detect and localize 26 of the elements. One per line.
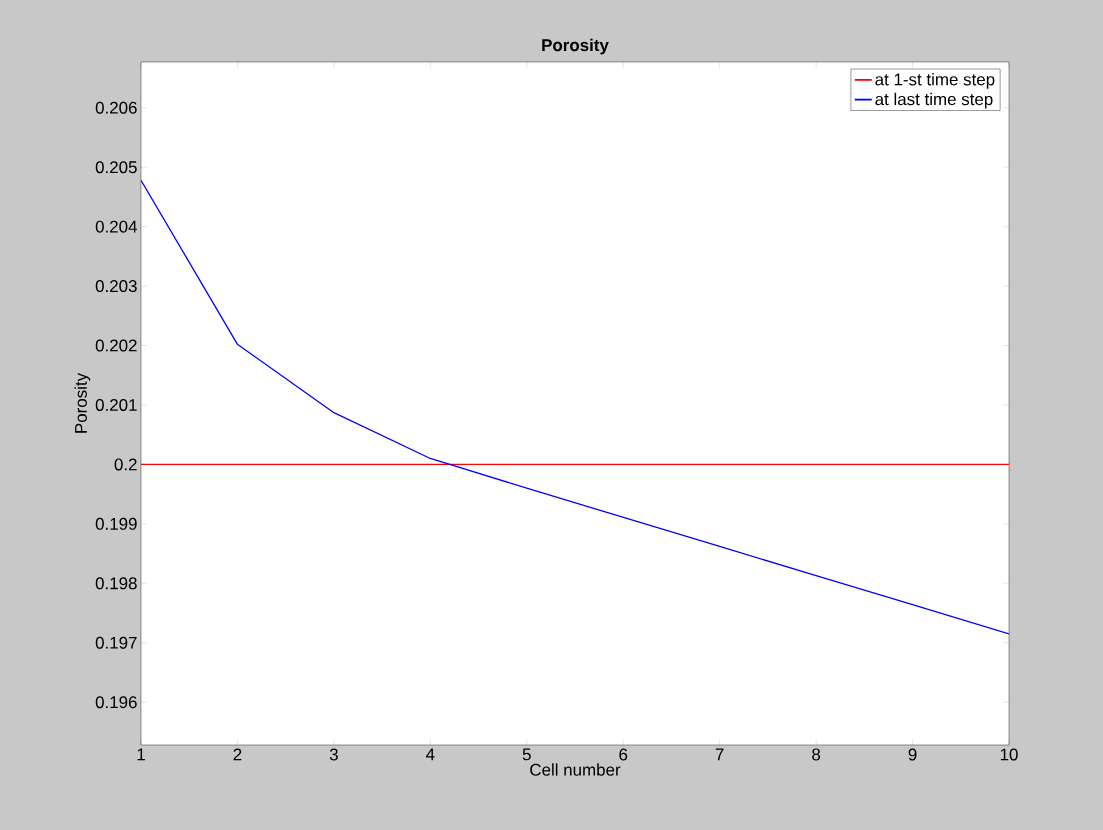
y-tick-label: 0.2: [114, 458, 137, 471]
legend-label: at last time step: [875, 92, 993, 109]
y-tick-label: 0.205: [95, 161, 137, 174]
x-tick-label: 8: [812, 748, 821, 761]
y-tick-label: 0.198: [95, 577, 137, 590]
y-tick-label: 0.196: [95, 696, 137, 709]
x-axis-title: Cell number: [530, 763, 621, 776]
y-tick-label: 0.202: [95, 339, 137, 352]
y-tick-label: 0.204: [95, 220, 137, 233]
chart-title: Porosity: [542, 38, 609, 55]
x-tick-label: 2: [233, 748, 242, 761]
legend-label: at 1-st time step: [875, 73, 995, 89]
x-tick-label: 10: [1000, 748, 1018, 761]
y-tick-label: 0.201: [95, 398, 137, 411]
x-tick-label: 7: [715, 748, 724, 761]
y-tick-label: 0.203: [95, 280, 137, 293]
x-tick-label: 3: [329, 748, 338, 761]
x-tick-label: 9: [908, 748, 917, 761]
x-tick-label: 1: [137, 748, 145, 761]
y-axis-title: Porosity: [74, 372, 91, 433]
x-tick-label: 5: [522, 748, 531, 761]
y-tick-label: 0.197: [95, 636, 137, 649]
x-tick-label: 4: [426, 748, 435, 761]
x-tick-label: 6: [619, 748, 628, 761]
y-tick-label: 0.206: [95, 101, 137, 114]
y-tick-label: 0.199: [95, 517, 137, 530]
